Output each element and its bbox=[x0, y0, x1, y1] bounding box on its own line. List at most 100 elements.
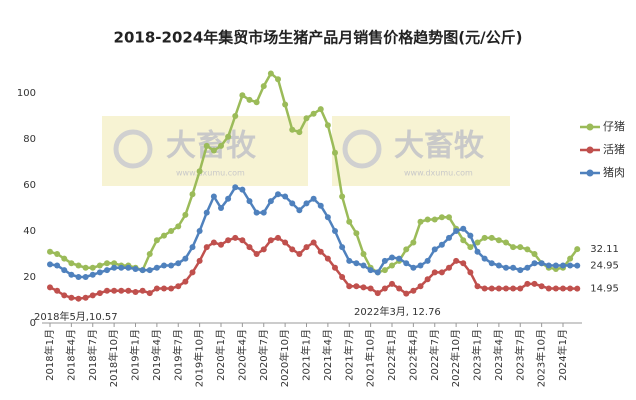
x-tick-label: 2021年1月 bbox=[300, 329, 313, 381]
legend-marker bbox=[586, 169, 594, 177]
data-point bbox=[146, 290, 153, 297]
data-point bbox=[574, 262, 581, 269]
data-point bbox=[196, 168, 203, 175]
data-point bbox=[89, 292, 96, 299]
x-tick-label: 2022年7月 bbox=[428, 329, 441, 381]
data-point bbox=[232, 234, 239, 241]
data-point bbox=[531, 251, 538, 257]
data-point bbox=[189, 269, 196, 276]
watermark-logo bbox=[342, 129, 382, 169]
data-point bbox=[417, 283, 424, 290]
data-point bbox=[517, 285, 524, 292]
x-tick-label: 2018年7月 bbox=[86, 329, 99, 381]
data-point bbox=[353, 283, 360, 290]
data-point bbox=[389, 254, 395, 261]
data-point bbox=[253, 99, 260, 106]
data-point bbox=[460, 260, 467, 267]
data-point bbox=[446, 264, 452, 271]
y-tick-label: 80 bbox=[23, 134, 36, 145]
data-point bbox=[47, 248, 53, 255]
x-tick-label: 2018年10月 bbox=[107, 329, 120, 387]
data-point bbox=[210, 193, 217, 200]
data-point bbox=[367, 285, 374, 292]
data-point bbox=[403, 290, 410, 297]
data-point bbox=[488, 260, 495, 267]
data-point bbox=[232, 184, 239, 191]
data-point bbox=[68, 294, 75, 301]
legend-marker bbox=[586, 123, 594, 131]
x-tick-label: 2018年4月 bbox=[64, 329, 77, 381]
data-point bbox=[161, 262, 167, 269]
data-point bbox=[61, 255, 68, 262]
data-point bbox=[111, 260, 118, 267]
data-point bbox=[324, 255, 331, 262]
data-point bbox=[267, 237, 274, 244]
legend-label: 猪肉 bbox=[603, 166, 625, 179]
data-point bbox=[260, 246, 267, 253]
data-point bbox=[104, 287, 110, 294]
data-point bbox=[196, 228, 203, 234]
data-point bbox=[474, 248, 481, 255]
data-point bbox=[524, 264, 531, 271]
data-point bbox=[467, 232, 474, 239]
data-point bbox=[125, 287, 132, 294]
data-point bbox=[82, 274, 89, 280]
data-point bbox=[410, 239, 417, 246]
data-point bbox=[517, 244, 524, 251]
data-point bbox=[346, 283, 353, 290]
data-point bbox=[453, 228, 460, 234]
y-tick-label: 100 bbox=[17, 88, 36, 99]
data-point bbox=[89, 264, 96, 271]
data-point bbox=[510, 285, 517, 292]
data-point bbox=[296, 207, 303, 214]
data-point bbox=[210, 239, 217, 246]
data-point bbox=[339, 274, 346, 280]
annotation: 2018年5月,10.57 bbox=[34, 310, 118, 323]
data-point bbox=[125, 264, 132, 271]
data-point bbox=[54, 262, 61, 269]
data-point bbox=[146, 251, 153, 257]
data-point bbox=[146, 267, 153, 274]
data-point bbox=[474, 283, 481, 290]
data-point bbox=[111, 264, 118, 271]
data-point bbox=[132, 288, 139, 295]
data-point bbox=[246, 198, 253, 205]
data-point bbox=[75, 295, 82, 302]
data-point bbox=[282, 239, 289, 246]
x-tick-label: 2020年7月 bbox=[257, 329, 270, 381]
data-point bbox=[168, 262, 175, 269]
value-label: 24.95 bbox=[590, 261, 619, 272]
data-point bbox=[296, 251, 303, 257]
data-point bbox=[424, 257, 431, 264]
x-tick-label: 2021年10月 bbox=[364, 329, 377, 387]
data-point bbox=[239, 92, 246, 99]
x-tick-label: 2022年10月 bbox=[449, 329, 462, 387]
data-point bbox=[381, 257, 388, 264]
data-point bbox=[82, 264, 89, 271]
data-point bbox=[175, 260, 182, 267]
watermark: 大畜牧 www.dxumu.com 大畜牧 www.dxumu.com bbox=[102, 116, 510, 186]
data-point bbox=[545, 285, 552, 292]
data-point bbox=[317, 202, 324, 209]
data-point bbox=[267, 70, 274, 77]
legend-label: 仔猪 bbox=[603, 120, 625, 133]
data-point bbox=[68, 271, 75, 278]
data-point bbox=[260, 83, 267, 90]
data-point bbox=[438, 241, 445, 248]
data-point bbox=[346, 257, 353, 264]
data-point bbox=[75, 274, 82, 280]
data-point bbox=[161, 285, 167, 292]
data-point bbox=[410, 287, 417, 294]
x-tick-label: 2020年1月 bbox=[214, 329, 227, 381]
data-point bbox=[218, 205, 224, 211]
data-point bbox=[524, 246, 531, 253]
data-point bbox=[139, 267, 146, 274]
data-point bbox=[118, 287, 125, 294]
data-point bbox=[246, 244, 253, 251]
data-point bbox=[132, 265, 139, 272]
watermark-brand: 大畜牧 bbox=[394, 129, 485, 164]
data-point bbox=[560, 262, 566, 269]
data-point bbox=[317, 248, 324, 255]
data-point bbox=[118, 264, 125, 271]
